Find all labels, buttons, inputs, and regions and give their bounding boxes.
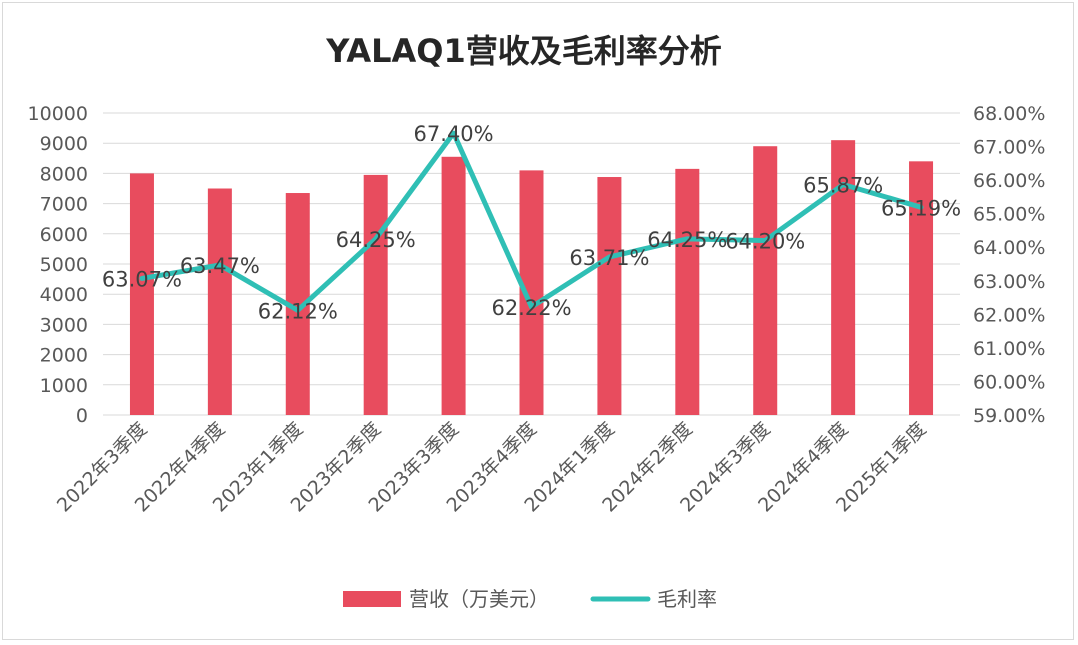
right-tick-label: 61.00% <box>973 338 1045 360</box>
bar <box>675 168 700 415</box>
line-data-label: 63.71% <box>569 246 649 270</box>
bar <box>363 174 388 415</box>
left-tick-label: 0 <box>76 405 88 427</box>
right-axis-ticks: 59.00% 60.00% 61.00% 62.00% 63.00% 64.00% 65.0… <box>973 103 1045 427</box>
right-tick-label: 63.00% <box>973 271 1045 293</box>
right-tick-label: 62.00% <box>973 304 1045 326</box>
left-tick-label: 2000 <box>40 345 88 367</box>
left-tick-label: 3000 <box>40 314 88 336</box>
bar <box>441 156 466 416</box>
right-tick-label: 59.00% <box>973 405 1045 427</box>
line-data-label: 62.22% <box>491 296 571 320</box>
bar <box>207 188 232 415</box>
line-data-label: 63.07% <box>102 267 182 291</box>
bar <box>129 173 154 415</box>
left-tick-label: 6000 <box>40 224 88 246</box>
right-tick-label: 68.00% <box>973 103 1045 125</box>
right-tick-label: 67.00% <box>973 137 1045 159</box>
left-tick-label: 8000 <box>40 163 88 185</box>
chart-title: YALAQ1营收及毛利率分析 <box>325 32 722 70</box>
line-data-label: 64.25% <box>647 228 727 252</box>
legend: 营收（万美元） 毛利率 <box>343 587 717 611</box>
line-series <box>139 130 924 313</box>
right-tick-label: 65.00% <box>973 204 1045 226</box>
legend-bar-label: 营收（万美元） <box>409 587 549 611</box>
right-tick-label: 60.00% <box>973 371 1045 393</box>
legend-line-label: 毛利率 <box>657 587 717 611</box>
line-data-label: 65.19% <box>881 196 961 220</box>
line-data-label: 67.40% <box>414 122 494 146</box>
line-data-labels: 63.07%63.47% 62.12% 64.25% 67.40% 62.22% 63.7… <box>102 122 961 323</box>
category-labels: 2022年3季度2022年4季度2023年1季度2023年2季度2023年3季度… <box>53 418 931 517</box>
line-data-label: 63.47% <box>180 254 260 278</box>
line-path <box>139 130 924 313</box>
line-data-label: 64.25% <box>336 228 416 252</box>
bar-series <box>129 140 934 416</box>
left-tick-label: 10000 <box>28 103 88 125</box>
left-tick-label: 4000 <box>40 284 88 306</box>
left-tick-label: 5000 <box>40 254 88 276</box>
left-tick-label: 1000 <box>40 375 88 397</box>
right-tick-label: 64.00% <box>973 237 1045 259</box>
line-data-label: 64.20% <box>725 230 805 254</box>
bar <box>597 177 622 415</box>
right-tick-label: 66.00% <box>973 170 1045 192</box>
line-data-label: 65.87% <box>803 173 883 197</box>
left-tick-label: 9000 <box>40 133 88 155</box>
line-data-label: 62.12% <box>258 299 338 323</box>
left-tick-label: 7000 <box>40 194 88 216</box>
left-axis-ticks: 0 1000 2000 3000 4000 5000 6000 7000 8000 9000 100… <box>28 103 88 427</box>
bar <box>753 146 778 415</box>
legend-bar-swatch <box>343 591 401 607</box>
